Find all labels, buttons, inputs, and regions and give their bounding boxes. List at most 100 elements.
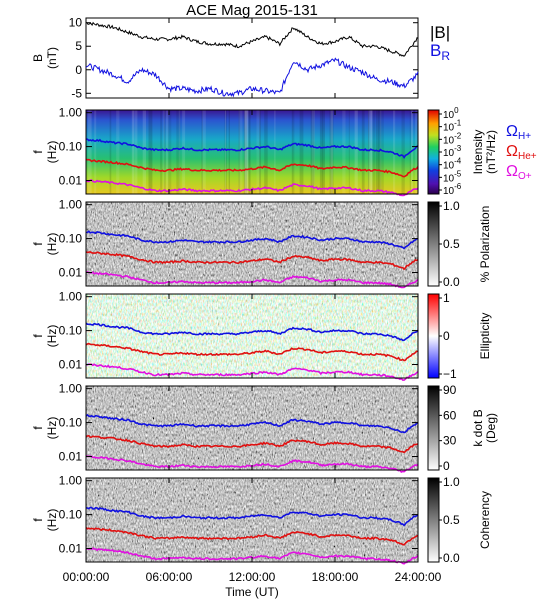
spectrogram-stripe	[274, 110, 276, 194]
spectrogram-stripe	[329, 110, 334, 194]
colorbar-tick-label: 100	[443, 106, 459, 121]
spectrogram-stripe	[256, 110, 261, 194]
spectrogram-stripe	[361, 110, 365, 194]
colorbar-tick-label: 0.5	[443, 513, 460, 527]
spectrogram-stripe	[238, 110, 241, 194]
legend-omega-o-sub: O+	[518, 171, 532, 182]
field-plot-frame	[85, 17, 419, 99]
polarization-spectrogram	[86, 202, 418, 286]
field-y-label: B	[31, 54, 45, 62]
freq-tick-label: 0.10	[59, 416, 83, 430]
panel-polarization: 1.00 0.10 0.01 f (Hz) 1.0 0.5 0.0 % Polarization	[31, 198, 492, 289]
panel-kdotb: 1.00 0.10 0.01 f (Hz) 90 60 30 0 k dot B (Deg)	[31, 382, 498, 473]
polarization-gyro-line	[85, 251, 419, 271]
ellipticity-gyro-line	[85, 322, 419, 342]
spectrogram-stripe	[372, 110, 375, 194]
x-axis-ticks: 00:00:00 06:00:00 12:00:00 18:00:00 24:00:00	[63, 18, 442, 584]
spectrogram-stripe	[311, 110, 315, 194]
spectrogram-stripe	[368, 110, 370, 194]
x-tick-label: 12:00:00	[229, 570, 276, 584]
coherency-spectrogram	[86, 478, 418, 562]
spectral-panels: 1.000.100.01f (Hz)10010-110-210-310-410-5…	[31, 106, 498, 565]
colorbar-tick-label: 0	[443, 329, 450, 343]
x-tick-label: 24:00:00	[395, 570, 442, 584]
freq-tick-label: 0.10	[59, 232, 83, 246]
legend-omega-h-sub: H+	[518, 131, 531, 142]
colorbar-tick-label: 0.0	[443, 551, 460, 565]
spectrogram-stripe	[259, 110, 261, 194]
colorbar-tick-exponent: -2	[454, 131, 462, 140]
spectrogram-stripe	[321, 110, 325, 194]
freq-tick-label: 0.01	[59, 174, 83, 188]
intensity-gyro-line	[85, 138, 419, 159]
spectrogram-stripe	[310, 110, 315, 194]
spectrogram-stripe	[109, 110, 112, 194]
spectrogram-stripe	[381, 110, 384, 194]
field-legend: |B| BR	[430, 23, 450, 63]
x-tick-label: 00:00:00	[63, 570, 110, 584]
spectrogram-stripe	[94, 110, 97, 194]
spectrogram-stripe	[148, 110, 153, 194]
colorbar-tick-label: 0.5	[443, 237, 460, 251]
spectrogram-stripe	[354, 110, 358, 194]
gyro-legend: ΩH+ ΩHe+ ΩO+	[506, 123, 537, 182]
freq-axis-label: f	[31, 426, 45, 430]
freq-tick-label: 1.00	[59, 106, 83, 120]
colorbar-tick-label: 1.0	[443, 199, 460, 213]
freq-tick-label: 0.10	[59, 508, 83, 522]
field-panel: 10 5 0 -5 B (nT) |B| BR	[31, 16, 450, 101]
field-y-tick-label: 0	[75, 63, 82, 77]
kdotb-gyro-line	[85, 413, 419, 434]
field-y-unit: (nT)	[45, 47, 59, 69]
spectrogram-stripe	[87, 110, 91, 194]
spectrogram-stripe	[163, 110, 166, 194]
ellipticity-gyro-line	[86, 363, 419, 381]
spectrogram-stripe	[370, 110, 373, 194]
field-y-tick-label: 10	[69, 16, 83, 30]
spectrogram-stripe	[378, 110, 382, 194]
coherency-gyro-line	[85, 527, 419, 546]
colorbar-tick-base: 10	[443, 135, 455, 146]
ellipticity-colorbar-label: Ellipticity	[478, 313, 492, 360]
legend-omega-he: ΩHe+	[506, 143, 537, 162]
spectrogram-stripe	[401, 110, 405, 194]
intensity-gyro-line	[85, 158, 419, 178]
field-series-br-line	[85, 57, 419, 98]
freq-tick-label: 0.10	[59, 324, 83, 338]
field-y-tick-label: 5	[75, 39, 82, 53]
polarization-colorbar-label: % Polarization	[478, 206, 492, 283]
colorbar-tick-exponent: 0	[454, 106, 459, 115]
spectrogram-stripe	[201, 110, 203, 194]
spectrogram-stripe	[291, 110, 294, 194]
field-y-tick-label: -5	[71, 86, 82, 100]
spectrogram-stripe	[182, 110, 186, 194]
freq-axis-unit: (Hz)	[45, 141, 59, 164]
freq-axis-label: f	[31, 242, 45, 246]
intensity-colorbar	[427, 109, 440, 195]
spectrogram-stripe	[142, 110, 146, 194]
colorbar-tick-base: 10	[443, 173, 455, 184]
colorbar-tick-label: 0.0	[443, 275, 460, 289]
spectrogram-stripe	[134, 110, 138, 194]
panel-ellipticity: 1.00 0.10 0.01 f (Hz) 1 0 −1 Ellipticity	[31, 290, 492, 381]
spectrogram-stripe	[162, 110, 166, 194]
kdotb-colorbar-unit: (Deg)	[484, 413, 498, 443]
spectrogram-stripe	[264, 110, 268, 194]
freq-axis-label: f	[31, 334, 45, 338]
colorbar-tick-label: 10-3	[443, 144, 462, 159]
legend-br: BR	[430, 41, 450, 63]
colorbar-tick-base: 10	[443, 186, 455, 197]
legend-omega-h-main: Ω	[506, 123, 518, 140]
intensity-spectrogram	[86, 110, 418, 194]
spectrogram-stripe	[415, 110, 418, 194]
freq-tick-label: 0.10	[59, 140, 83, 154]
field-series	[85, 21, 419, 98]
freq-tick-label: 0.01	[59, 450, 83, 464]
coherency-colorbar	[427, 477, 440, 563]
spectrogram-stripe	[160, 110, 163, 194]
spectrogram-stripe	[168, 110, 172, 194]
spectrogram-stripe	[342, 110, 346, 194]
spectrogram-stripe	[238, 110, 243, 194]
legend-omega-he-main: Ω	[506, 143, 518, 160]
legend-omega-h: ΩH+	[506, 123, 531, 142]
